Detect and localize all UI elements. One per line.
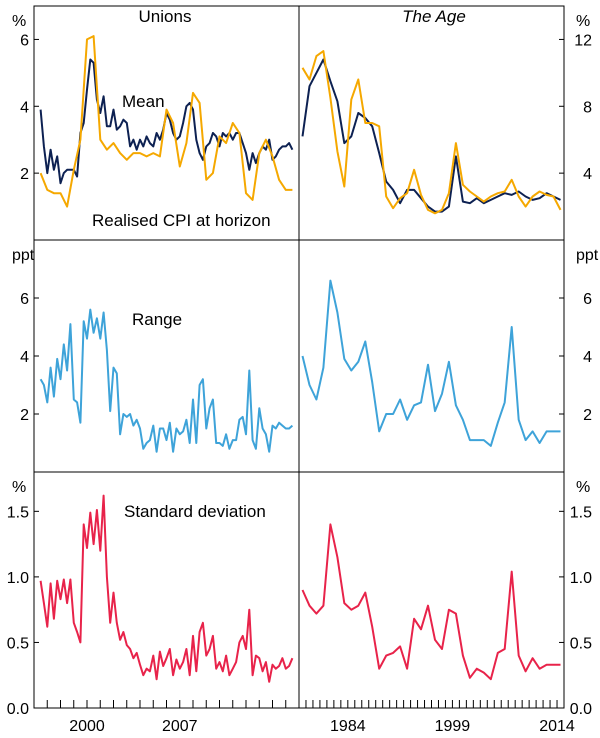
x-tick-label-right: 1984	[330, 718, 366, 735]
y-tick-label-right: 1.0	[570, 570, 592, 587]
series-line-range-left	[39, 308, 294, 453]
x-tick-label-left: 2000	[69, 718, 105, 735]
y-tick-label-right: 2	[583, 407, 592, 424]
y-tick-label-left: 2	[20, 166, 29, 183]
series-label-cpi: Realised CPI at horizon	[92, 211, 271, 230]
y-tick-label-right: 12	[574, 32, 592, 49]
text-layer: Unions The Age Mean Realised CPI at hori…	[7, 7, 599, 735]
y-tick-label-left: 1.5	[7, 504, 29, 521]
x-tick-label-left: 2007	[162, 718, 198, 735]
x-tick-label-right: 2014	[539, 718, 575, 735]
y-tick-label-right: 0.5	[570, 635, 592, 652]
series-line-realised-cpi-at-horizon-left	[39, 35, 293, 208]
unit-label-right: %	[576, 13, 590, 30]
y-tick-label-left: 6	[20, 32, 29, 49]
y-tick-label-left: 4	[20, 349, 29, 366]
y-tick-label-left: 1.0	[7, 570, 29, 587]
y-tick-label-left: 0.0	[7, 701, 29, 718]
unit-label-right: ppt	[576, 247, 599, 264]
y-tick-label-left: 0.5	[7, 635, 29, 652]
series-line-range-right	[301, 279, 561, 447]
series-layer	[39, 35, 562, 683]
series-line-mean-left	[39, 58, 294, 185]
series-label-mean: Mean	[122, 92, 165, 111]
y-tick-label-right: 6	[583, 291, 592, 308]
y-tick-label-left: 2	[20, 407, 29, 424]
y-tick-label-right: 1.5	[570, 504, 592, 521]
series-label-range: Range	[132, 310, 182, 329]
column-title-right: The Age	[402, 7, 466, 26]
column-title-left: Unions	[139, 7, 192, 26]
y-tick-label-right: 4	[583, 349, 592, 366]
unit-label-left: %	[12, 479, 26, 496]
frame-layer	[33, 5, 565, 709]
unit-label-left: %	[12, 13, 26, 30]
y-tick-label-left: 4	[20, 99, 29, 116]
series-label-sd: Standard deviation	[124, 502, 266, 521]
series-line-mean-right	[301, 58, 561, 213]
unit-label-right: %	[576, 479, 590, 496]
y-tick-label-right: 4	[583, 166, 592, 183]
series-line-realised-cpi-at-horizon-right	[301, 50, 562, 215]
series-line-standard-deviation-left	[39, 494, 294, 683]
series-line-standard-deviation-right	[301, 523, 561, 681]
y-tick-label-left: 6	[20, 291, 29, 308]
y-tick-label-right: 0.0	[570, 701, 592, 718]
y-tick-label-right: 8	[583, 99, 592, 116]
x-tick-label-right: 1999	[435, 718, 471, 735]
unit-label-left: ppt	[12, 247, 35, 264]
